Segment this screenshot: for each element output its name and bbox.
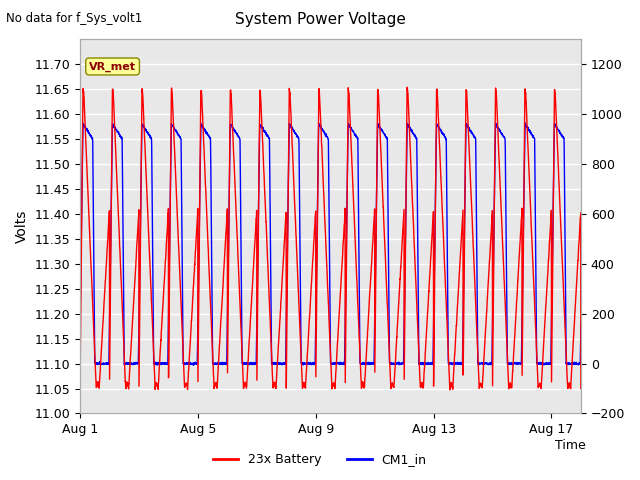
CM1_in (189, 362, 197, 368)
23x Battery (163, 233, 171, 239)
Line: CM1_in: CM1_in (80, 123, 581, 365)
CM1_in (522, 120, 529, 126)
23x Battery (403, 84, 411, 90)
Line: 23x Battery: 23x Battery (80, 87, 581, 390)
Text: Time: Time (555, 439, 586, 452)
23x Battery (268, 364, 276, 370)
Text: System Power Voltage: System Power Voltage (235, 12, 405, 27)
23x Battery (133, 238, 141, 244)
Text: No data for f_Sys_volt1: No data for f_Sys_volt1 (6, 12, 143, 25)
Text: VR_met: VR_met (89, 61, 136, 72)
23x Battery (290, 180, 298, 186)
23x Battery (577, 386, 585, 392)
CM1_in (290, 128, 298, 133)
CM1_in (513, 361, 521, 367)
23x Battery (76, 384, 84, 390)
CM1_in (76, 320, 84, 326)
Y-axis label: Volts: Volts (15, 210, 29, 243)
CM1_in (268, 360, 276, 366)
CM1_in (163, 360, 171, 366)
23x Battery (446, 387, 454, 393)
Legend: 23x Battery, CM1_in: 23x Battery, CM1_in (208, 448, 432, 471)
CM1_in (577, 321, 585, 326)
CM1_in (133, 360, 141, 366)
23x Battery (513, 285, 521, 290)
CM1_in (568, 361, 575, 367)
23x Battery (568, 371, 575, 376)
